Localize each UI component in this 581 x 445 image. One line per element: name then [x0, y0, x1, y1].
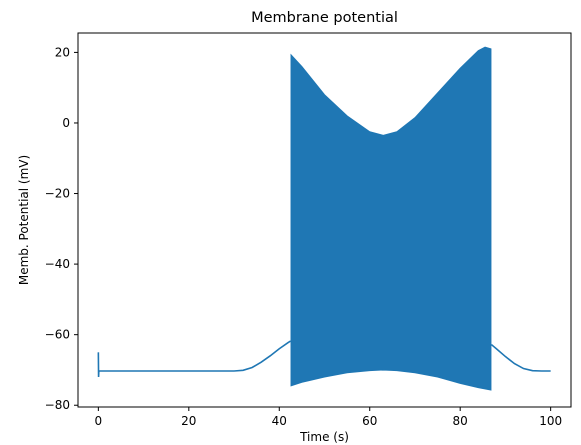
x-tick-label: 40 — [272, 414, 287, 428]
y-tick-label: −60 — [45, 328, 70, 342]
y-tick-label: −20 — [45, 187, 70, 201]
chart-title: Membrane potential — [251, 10, 398, 26]
y-tick-label: 0 — [62, 116, 70, 130]
x-axis-label: Time (s) — [299, 430, 349, 444]
x-tick-label: 20 — [181, 414, 196, 428]
y-tick-label: −40 — [45, 257, 70, 271]
x-tick-label: 80 — [453, 414, 468, 428]
y-tick-label: −80 — [45, 398, 70, 412]
x-tick-label: 100 — [539, 414, 562, 428]
y-axis-label: Memb. Potential (mV) — [17, 155, 31, 285]
x-tick-label: 0 — [95, 414, 103, 428]
y-tick-label: 20 — [55, 45, 70, 59]
x-tick-label: 60 — [362, 414, 377, 428]
